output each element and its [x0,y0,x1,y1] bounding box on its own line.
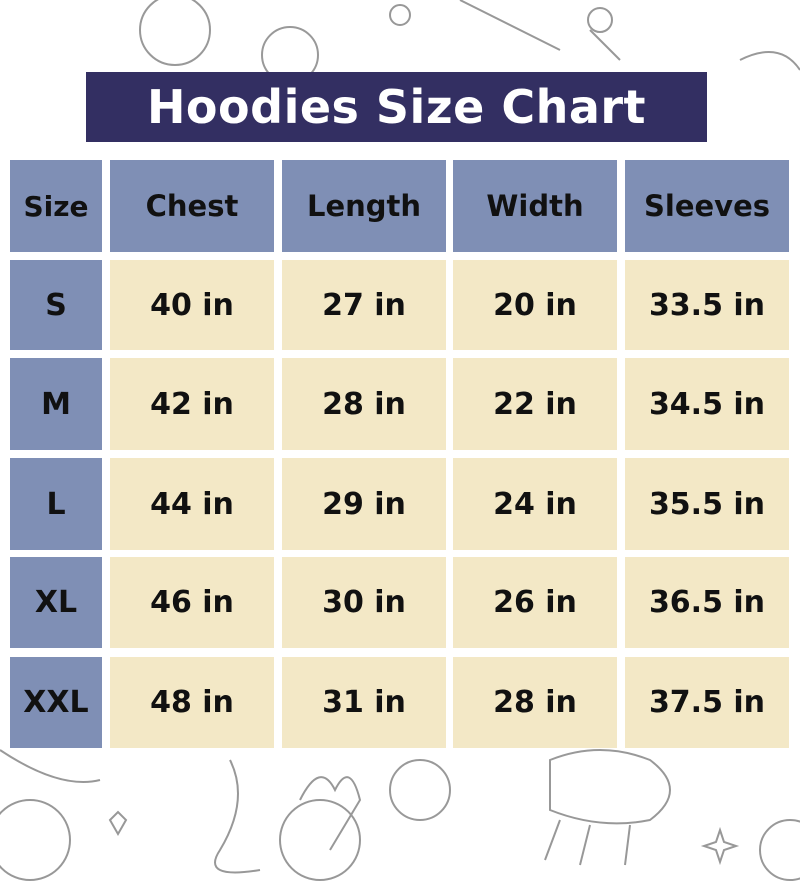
table-cell-chest: 42 in [110,358,274,450]
table-cell-width: 26 in [453,557,617,648]
size-label: S [10,260,102,350]
table-cell-chest: 48 in [110,657,274,748]
table-cell-length: 31 in [282,657,446,748]
table-cell-sleeves: 37.5 in [625,657,789,748]
table-cell-width: 20 in [453,260,617,350]
table-cell-chest: 44 in [110,458,274,550]
column-header-sleeves: Sleeves [625,160,789,252]
table-cell-width: 22 in [453,358,617,450]
column-header-length: Length [282,160,446,252]
chart-title: Hoodies Size Chart [86,72,707,142]
table-cell-sleeves: 35.5 in [625,458,789,550]
size-label: XXL [10,657,102,748]
column-header-width: Width [453,160,617,252]
table-cell-chest: 40 in [110,260,274,350]
table-cell-length: 28 in [282,358,446,450]
size-label: XL [10,557,102,648]
column-header-size: Size [10,160,102,252]
table-cell-length: 30 in [282,557,446,648]
size-label: L [10,458,102,550]
table-cell-chest: 46 in [110,557,274,648]
table-cell-sleeves: 34.5 in [625,358,789,450]
table-cell-length: 29 in [282,458,446,550]
table-cell-width: 28 in [453,657,617,748]
table-cell-width: 24 in [453,458,617,550]
table-cell-length: 27 in [282,260,446,350]
column-header-chest: Chest [110,160,274,252]
size-label: M [10,358,102,450]
table-cell-sleeves: 33.5 in [625,260,789,350]
table-cell-sleeves: 36.5 in [625,557,789,648]
